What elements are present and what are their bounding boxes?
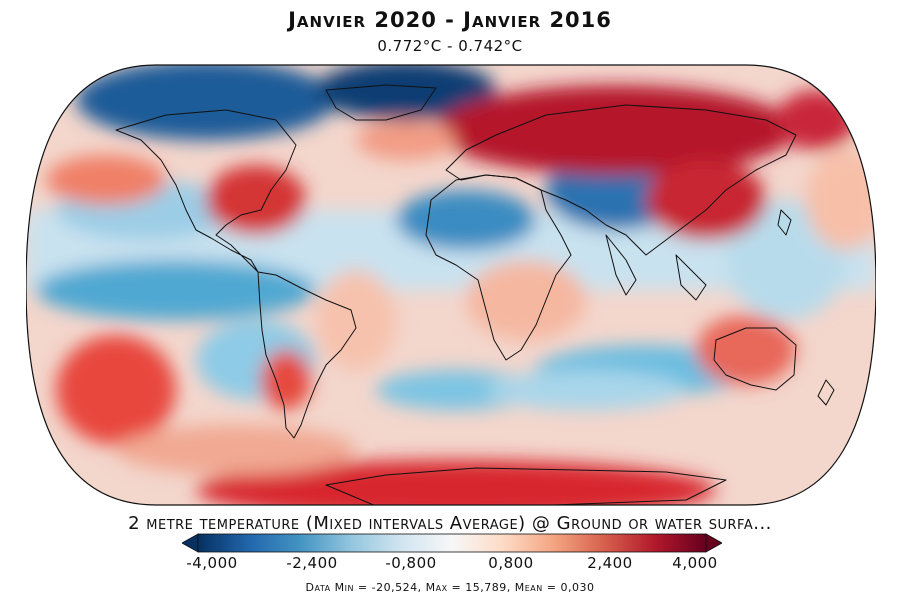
data-statistics: Data Min = -20,524, Max = 15,789, Mean =… xyxy=(305,581,595,594)
colorbar-tick: -2,400 xyxy=(286,554,338,572)
colorbar-tick: 0,800 xyxy=(488,554,534,572)
map-subtitle: 0.772°C - 0.742°C xyxy=(377,37,523,55)
colorbar-tick: 2,400 xyxy=(587,554,633,572)
colorbar-ticks: -4,000 -2,400 -0,800 0,800 2,400 4,000 xyxy=(0,554,900,574)
colorbar xyxy=(182,533,722,553)
temperature-anomaly-map xyxy=(26,60,876,510)
colorbar-tick: 4,000 xyxy=(672,554,718,572)
colorbar-max-arrow xyxy=(705,533,722,553)
variable-label: 2 metre temperature (Mixed intervals Ave… xyxy=(128,513,772,534)
map-title: Janvier 2020 - Janvier 2016 xyxy=(288,8,612,32)
colorbar-bar xyxy=(197,533,707,553)
colorbar-tick: -4,000 xyxy=(186,554,238,572)
colorbar-tick: -0,800 xyxy=(385,554,437,572)
colorbar-min-arrow xyxy=(182,533,199,553)
